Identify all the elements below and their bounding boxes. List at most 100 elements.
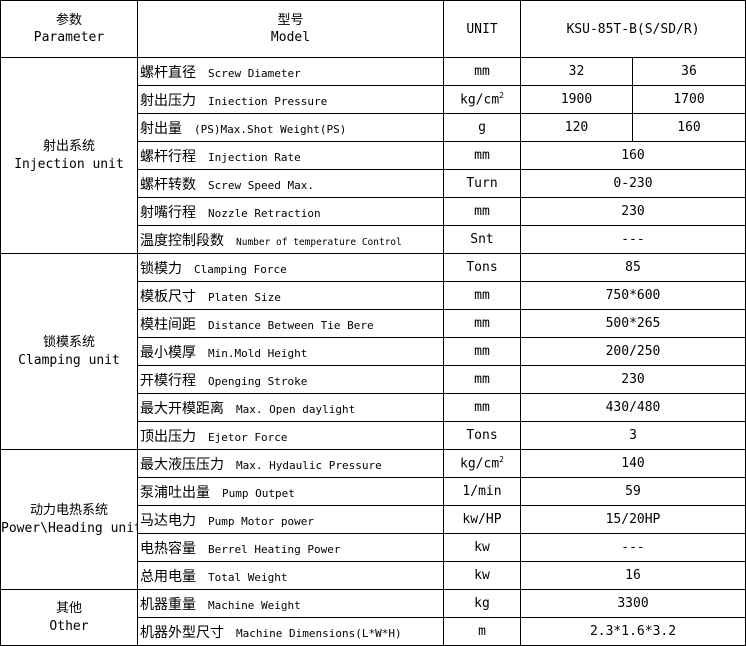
parameter-cell: 开模行程 Openging Stroke xyxy=(137,365,444,394)
value-cell: --- xyxy=(520,225,746,254)
unit-text: Tons xyxy=(466,260,498,275)
category-en: Other xyxy=(49,618,89,634)
value-cell: 230 xyxy=(520,197,746,226)
parameter-en: Distance Between Tie Bere xyxy=(208,318,374,332)
unit-cell: kw xyxy=(443,533,521,562)
unit-cell: kg xyxy=(443,589,521,618)
table-row: 射出系统 Injection unit 螺杆直径 Screw Diameter mm 32… xyxy=(0,57,746,254)
table-row: 射出压力 Iniection Pressure kg/cm2 1900 1700 xyxy=(1,85,746,114)
parameter-zh: 电热容量 xyxy=(140,540,196,557)
value-cell: 36 xyxy=(632,57,746,86)
parameter-en: Berrel Heating Power xyxy=(208,542,341,556)
category-en: Clamping unit xyxy=(18,352,120,368)
parameter-zh: 锁模力 xyxy=(140,260,182,277)
value-cell: 160 xyxy=(520,141,746,170)
parameter-cell: 模柱间距 Distance Between Tie Bere xyxy=(137,309,444,338)
unit-text: mm xyxy=(474,372,490,387)
parameter-en: Machine Dimensions(L*W*H) xyxy=(236,626,402,640)
parameter-zh: 最小模厚 xyxy=(140,344,196,361)
value-cell: 85 xyxy=(520,253,746,282)
value-cell: 230 xyxy=(520,365,746,394)
category-cell: 其他 Other xyxy=(0,589,138,646)
parameter-cell: 螺杆直径 Screw Diameter xyxy=(137,57,444,86)
unit-cell: kw xyxy=(443,561,521,590)
unit-cell: m xyxy=(443,617,521,646)
value-cell: --- xyxy=(520,533,746,562)
model-zh: 型号 xyxy=(277,13,304,28)
unit-cell: mm xyxy=(443,57,521,86)
parameter-zh: 射出压力 xyxy=(140,92,196,109)
table-row: 螺杆行程 Injection Rate mm 160 xyxy=(1,141,746,170)
parameter-cell: 最大液压压力 Max. Hydaulic Pressure xyxy=(137,449,444,478)
unit-cell: mm xyxy=(443,141,521,170)
parameter-en: Nozzle Retraction xyxy=(208,206,321,220)
parameter-en: Injection Rate xyxy=(208,150,301,164)
parameter-zh: 最大液压压力 xyxy=(140,456,224,473)
value-cell: 750*600 xyxy=(520,281,746,310)
unit-text: Snt xyxy=(470,232,494,247)
parameter-zh: 模柱间距 xyxy=(140,316,196,333)
unit-text: kg xyxy=(474,596,490,611)
header-unit: UNIT xyxy=(443,0,521,58)
table-row: 总用电量 Total Weight kw 16 xyxy=(1,561,746,590)
category-zh: 锁模系统 xyxy=(42,334,95,350)
parameter-en: Clamping Force xyxy=(194,262,287,276)
category-cell: 锁模系统 Clamping unit xyxy=(0,253,138,450)
unit-text: mm xyxy=(474,400,490,415)
parameter-cell: 螺杆行程 Injection Rate xyxy=(137,141,444,170)
parameter-en: Ejetor Force xyxy=(208,430,288,444)
unit-cell: mm xyxy=(443,365,521,394)
category-en: Injection unit xyxy=(14,156,124,172)
unit-cell: mm xyxy=(443,309,521,338)
table-row: 模柱间距 Distance Between Tie Bere mm 500*265 xyxy=(1,309,746,338)
unit-superscript: 2 xyxy=(499,91,504,101)
unit-text: mm xyxy=(474,64,490,79)
category-en: Power\Heading unit xyxy=(1,520,138,536)
parameter-cell: 螺杆转数 Screw Speed Max. xyxy=(137,169,444,198)
parameter-zh: 顶出压力 xyxy=(140,428,196,445)
parameter-en: (PS)Max.Shot Weight(PS) xyxy=(194,122,347,136)
parameter-cell: 总用电量 Total Weight xyxy=(137,561,444,590)
unit-text: Turn xyxy=(466,176,498,191)
parameter-zh: 最大开模距离 xyxy=(140,400,224,417)
value-cell: 3300 xyxy=(520,589,746,618)
value-cell: 500*265 xyxy=(520,309,746,338)
value-cell: 15/20HP xyxy=(520,505,746,534)
value-cell: 1900 xyxy=(520,85,633,114)
parameter-en: Parameter xyxy=(33,30,105,45)
unit-cell: Turn xyxy=(443,169,521,198)
unit-cell: mm xyxy=(443,337,521,366)
category-cell: 动力电热系统 Power\Heading unit xyxy=(0,449,138,590)
unit-text: kg/cm xyxy=(460,92,500,108)
parameter-zh: 机器重量 xyxy=(140,596,196,613)
parameter-en: Iniection Pressure xyxy=(208,94,328,108)
table-row: 射出量 (PS)Max.Shot Weight(PS) g 120 160 xyxy=(1,113,746,142)
parameter-cell: 机器外型尺寸 Machine Dimensions(L*W*H) xyxy=(137,617,444,646)
parameter-en: Platen Size xyxy=(208,290,281,304)
unit-cell: 1/min xyxy=(443,477,521,506)
unit-cell: mm xyxy=(443,281,521,310)
parameter-zh: 螺杆行程 xyxy=(140,148,196,165)
parameter-cell: 射出压力 Iniection Pressure xyxy=(137,85,444,114)
parameter-zh: 总用电量 xyxy=(140,568,196,585)
value-cell: 160 xyxy=(632,113,746,142)
parameter-cell: 最小模厚 Min.Mold Height xyxy=(137,337,444,366)
parameter-zh: 参数 xyxy=(55,13,82,28)
value-cell: 0-230 xyxy=(520,169,746,198)
parameter-cell: 射出量 (PS)Max.Shot Weight(PS) xyxy=(137,113,444,142)
value-cell: 140 xyxy=(520,449,746,478)
unit-text: mm xyxy=(474,316,490,331)
category-zh: 其他 xyxy=(55,600,82,616)
parameter-zh: 泵浦吐出量 xyxy=(140,484,210,501)
parameter-en: Pump Motor power xyxy=(208,514,314,528)
parameter-en: Min.Mold Height xyxy=(208,346,308,360)
value-cell: 2.3*1.6*3.2 xyxy=(520,617,746,646)
unit-text: mm xyxy=(474,148,490,163)
unit-text: g xyxy=(478,120,486,135)
unit-cell: kg/cm2 xyxy=(443,85,521,114)
table-row: 温度控制段数 Number of temperature Control Snt --… xyxy=(1,225,746,254)
table-row: 机器外型尺寸 Machine Dimensions(L*W*H) m 2.3*1.6*… xyxy=(1,617,746,646)
value-cell: 120 xyxy=(520,113,633,142)
table-row: 其他 Other 机器重量 Machine Weight kg 3300 xyxy=(0,589,746,646)
parameter-cell: 顶出压力 Ejetor Force xyxy=(137,421,444,450)
